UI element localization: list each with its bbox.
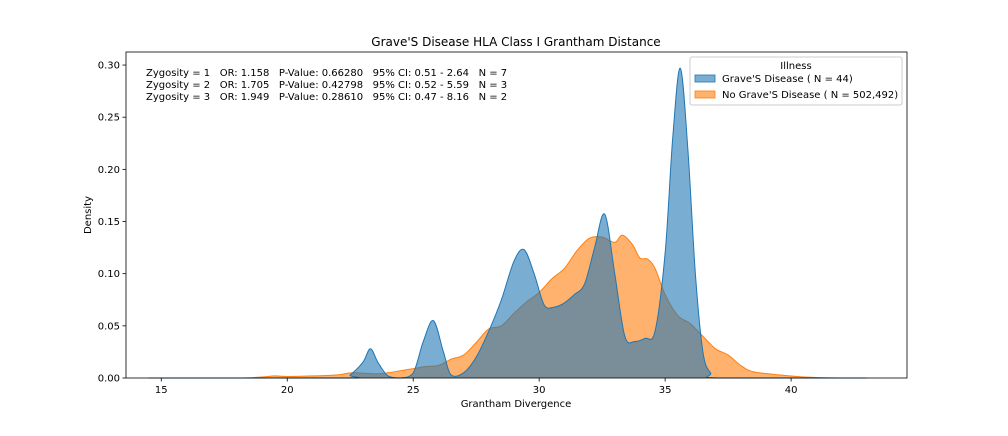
annotation-box: Zygosity = 1 OR: 1.158 P-Value: 0.66280 … <box>146 68 507 103</box>
annotation-line: Zygosity = 1 OR: 1.158 P-Value: 0.66280 … <box>146 68 507 79</box>
y-tick-label: 0.00 <box>98 374 120 385</box>
x-tick-label: 20 <box>281 385 294 396</box>
x-axis: 15 20 25 30 35 40 <box>155 378 798 396</box>
x-tick-label: 30 <box>533 385 546 396</box>
series-line-graves <box>148 67 867 379</box>
y-tick-label: 0.15 <box>98 217 120 228</box>
legend-swatch-graves <box>694 74 716 83</box>
series-area-graves <box>148 68 867 378</box>
x-tick-label: 40 <box>785 385 798 396</box>
y-axis: 0.00 0.05 0.10 0.15 0.20 0.25 0.30 <box>98 61 126 385</box>
y-tick-label: 0.25 <box>98 113 120 124</box>
y-tick-label: 0.30 <box>98 61 120 72</box>
legend-entry-no-graves: No Grave'S Disease ( N = 502,492) <box>722 90 898 101</box>
x-tick-label: 25 <box>407 385 420 396</box>
x-axis-label: Grantham Divergence <box>461 399 572 410</box>
legend-frame <box>689 56 903 106</box>
x-tick-label: 35 <box>659 385 672 396</box>
y-tick-label: 0.05 <box>98 321 120 332</box>
annotation-line: Zygosity = 2 OR: 1.705 P-Value: 0.42798 … <box>146 80 507 91</box>
x-tick-label: 15 <box>155 385 168 396</box>
y-axis-label: Density <box>83 196 94 234</box>
y-tick-label: 0.20 <box>98 165 120 176</box>
legend-entry-graves: Grave'S Disease ( N = 44) <box>722 74 853 85</box>
annotation-line: Zygosity = 3 OR: 1.949 P-Value: 0.28610 … <box>146 92 507 103</box>
legend-title: Illness <box>780 61 811 72</box>
chart-title: Grave'S Disease HLA Class I Grantham Dis… <box>371 35 660 49</box>
plot-area <box>148 67 867 379</box>
plot-frame <box>125 51 908 379</box>
y-tick-label: 0.10 <box>98 269 120 280</box>
legend: Illness Grave'S Disease ( N = 44) No Gra… <box>689 56 903 106</box>
legend-swatch-no-graves <box>694 90 716 99</box>
